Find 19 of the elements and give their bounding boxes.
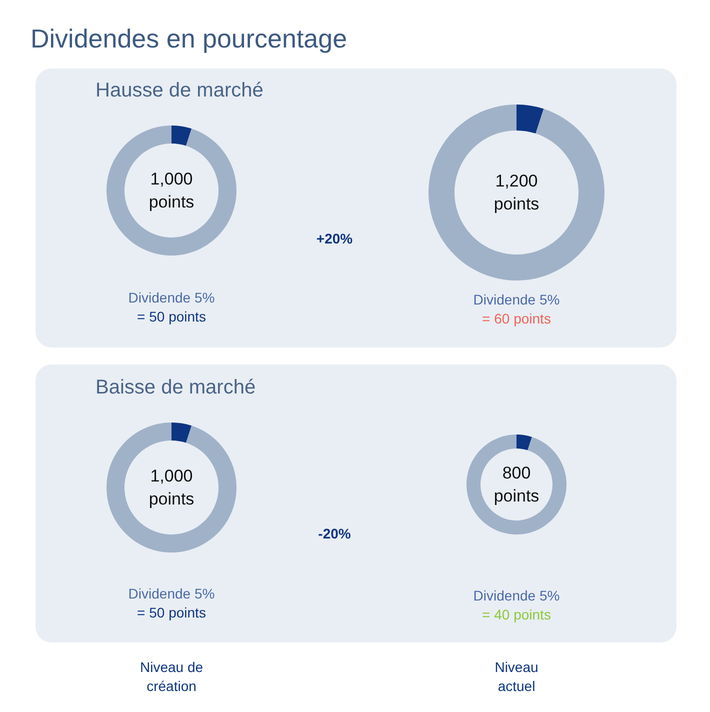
text: = 60 points [482, 310, 551, 326]
text: Dividende 5% [473, 588, 560, 604]
text: 1,000 points [148, 170, 194, 212]
text: Dividende 5% [128, 586, 215, 602]
text: +20% [316, 230, 354, 246]
text: = 50 points [137, 308, 206, 324]
text: Niveau de création [140, 658, 204, 694]
text: Dividende 5% [128, 290, 215, 306]
text: 1,200 points [494, 172, 540, 214]
text: -20% [318, 526, 352, 542]
text: 1,000 points [148, 466, 194, 508]
text: Dividendes en pourcentage [30, 24, 348, 54]
text: = 50 points [137, 604, 206, 620]
text: Dividende 5% [473, 292, 560, 308]
chart-title: Hausse de marché [96, 80, 264, 102]
text: = 40 points [482, 606, 551, 622]
text: Niveau actuel [494, 658, 538, 694]
text: 800 points [494, 464, 540, 506]
chart-title: Baisse de marché [96, 376, 256, 398]
